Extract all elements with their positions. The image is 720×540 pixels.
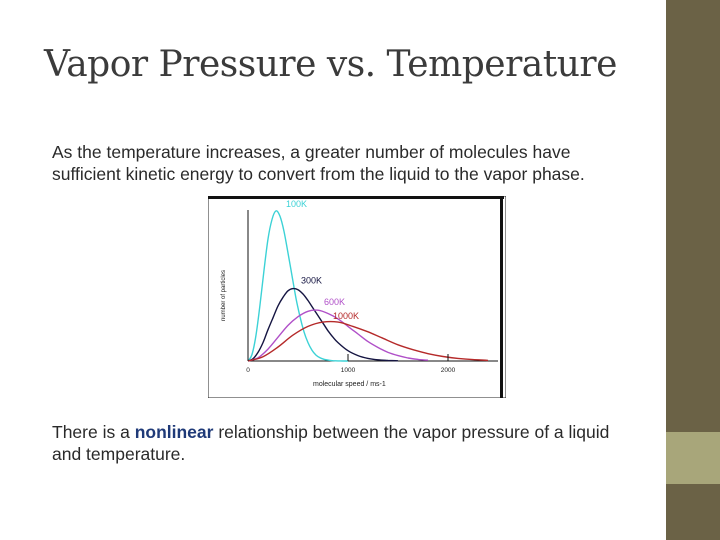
paragraph-nonlinear: There is a nonlinear relationship betwee… <box>52 422 642 465</box>
x-tick-label-1000: 1000 <box>341 367 356 374</box>
sidebar-light-band <box>666 432 720 484</box>
series-label-1000k: 1000K <box>333 311 359 321</box>
series-label-100k: 100K <box>286 199 307 209</box>
series-label-600k: 600K <box>324 297 345 307</box>
series-label-layer: 100K 300K 600K 1000K <box>286 199 359 321</box>
chart-right-bar <box>500 196 503 398</box>
chart-top-bar <box>208 196 504 199</box>
sidebar-dark-top <box>666 0 720 432</box>
sidebar-dark-bottom <box>666 484 720 540</box>
paragraph-kinetic-energy: As the temperature increases, a greater … <box>52 142 585 184</box>
series-label-300k: 300K <box>301 276 322 286</box>
x-axis-label: molecular speed / ms-1 <box>313 381 386 388</box>
series-line-600k <box>247 309 429 362</box>
maxwell-boltzmann-chart: 100K 300K 600K 1000K 0 1000 2000 molecular sp… <box>208 196 506 398</box>
paragraph2-after: relationship between the vapor pressure … <box>52 422 610 464</box>
series-line-1000k <box>247 320 489 362</box>
slide-title: Vapor Pressure vs. Temperature <box>44 44 617 85</box>
x-tick-label-0: 0 <box>246 367 250 374</box>
tick-layer: 0 1000 2000 <box>246 354 456 374</box>
series-line-300k <box>247 287 399 362</box>
y-axis-label: number of particles <box>221 270 227 321</box>
keyword-nonlinear: nonlinear <box>134 422 214 442</box>
x-tick-label-2000: 2000 <box>441 367 456 374</box>
series-line-100k <box>247 210 348 362</box>
chart-svg: 100K 300K 600K 1000K 0 1000 2000 molecular sp… <box>208 196 506 398</box>
chart-frame <box>208 196 506 398</box>
paragraph2-before: There is a <box>52 422 135 442</box>
series-layer <box>247 210 489 362</box>
